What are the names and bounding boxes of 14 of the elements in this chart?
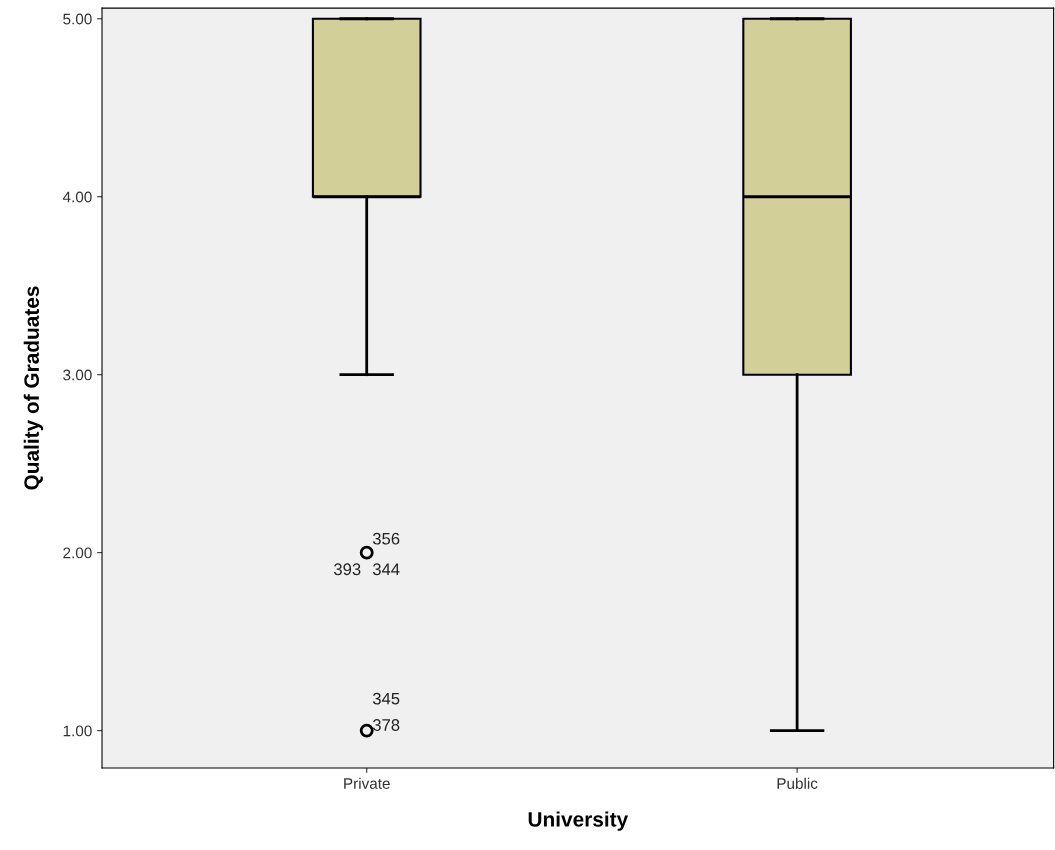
y-tick-label: 2.00 <box>63 547 92 559</box>
annotation: 344 <box>372 563 400 576</box>
y-tick-label: 1.00 <box>63 725 92 737</box>
x-tick-label: Private <box>344 777 390 789</box>
annotation: 345 <box>372 692 400 705</box>
y-tick-label: 4.00 <box>62 191 92 203</box>
x-axis-title: University <box>528 811 629 831</box>
y-tick-label: 5.00 <box>63 13 92 25</box>
annotation: 356 <box>372 532 400 545</box>
annotation: 393 <box>333 563 361 576</box>
x-tick-label: Public <box>777 777 818 789</box>
y-axis-title: Quality of Graduates <box>23 286 44 490</box>
annotation: 378 <box>372 719 400 731</box>
y-tick-label: 3.00 <box>63 369 92 381</box>
